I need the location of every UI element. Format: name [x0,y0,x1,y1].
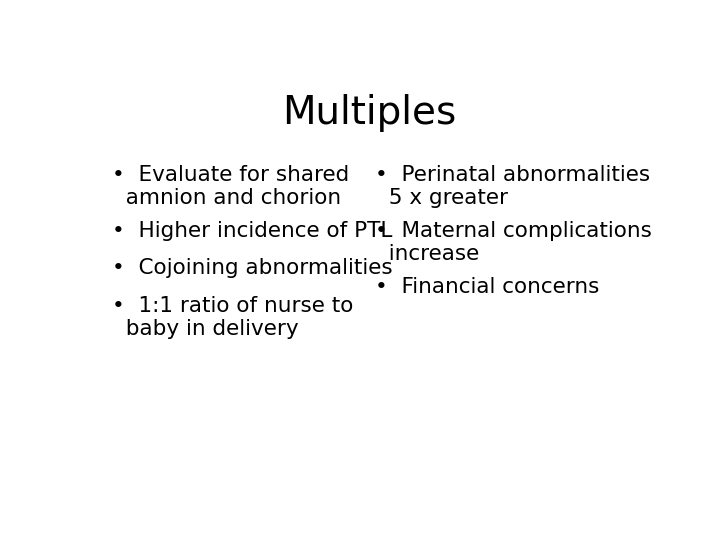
Text: •  Perinatal abnormalities
  5 x greater: • Perinatal abnormalities 5 x greater [374,165,649,208]
Text: •  Higher incidence of PTL: • Higher incidence of PTL [112,221,392,241]
Text: •  1:1 ratio of nurse to
  baby in delivery: • 1:1 ratio of nurse to baby in delivery [112,295,354,339]
Text: •  Financial concerns: • Financial concerns [374,277,599,297]
Text: •  Evaluate for shared
  amnion and chorion: • Evaluate for shared amnion and chorion [112,165,350,208]
Text: Multiples: Multiples [282,94,456,132]
Text: •  Maternal complications
  increase: • Maternal complications increase [374,221,652,264]
Text: •  Cojoining abnormalities: • Cojoining abnormalities [112,258,393,278]
